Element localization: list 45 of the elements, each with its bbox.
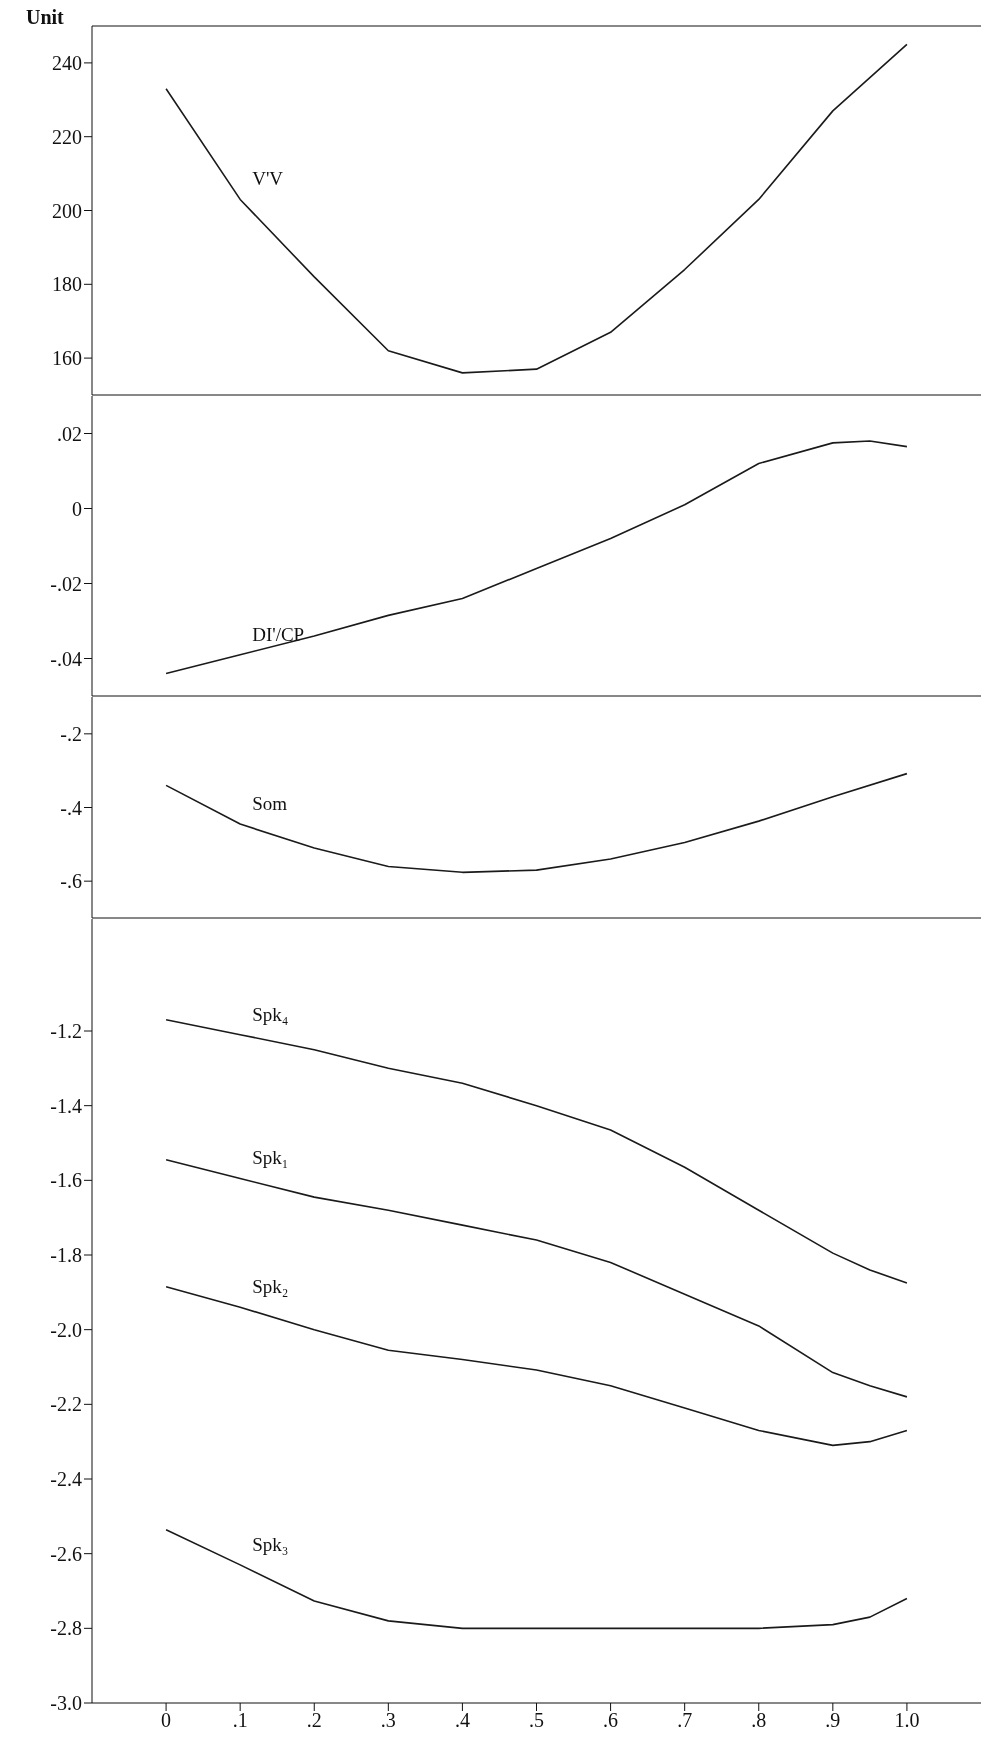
- x-tick-label: 1.0: [894, 1709, 920, 1732]
- x-tick-label: .2: [306, 1709, 322, 1732]
- y-tick-label: -1.4: [50, 1094, 82, 1117]
- y-tick-label: -.2: [60, 722, 82, 745]
- line-series: [165, 43, 908, 374]
- y-tick-label: -2.2: [50, 1393, 82, 1416]
- y-tick-label: -.02: [50, 572, 82, 595]
- series-label: Spk₂: [252, 1276, 289, 1298]
- y-tick-label: -1.8: [50, 1244, 82, 1267]
- series-label: Spk₃: [252, 1533, 289, 1555]
- y-tick-label: 220: [52, 125, 82, 148]
- x-tick-label: .4: [454, 1709, 470, 1732]
- line-series: [165, 772, 908, 874]
- line-series: [165, 1528, 908, 1630]
- x-tick-label: .8: [751, 1709, 767, 1732]
- series-label: Spk₄: [252, 1003, 289, 1025]
- y-tick-label: -.04: [50, 647, 82, 670]
- y-tick-label: -.4: [60, 796, 82, 819]
- y-tick-label: .02: [57, 422, 82, 445]
- line-series: [165, 440, 908, 675]
- y-tick-label: -2.8: [50, 1617, 82, 1640]
- series-label: Som: [252, 793, 288, 815]
- x-tick-label: .1: [232, 1709, 248, 1732]
- x-tick-label: .3: [380, 1709, 396, 1732]
- series-label: V'V: [252, 168, 284, 190]
- x-tick-label: .5: [529, 1709, 544, 1732]
- series-label: DI'/CP: [252, 623, 305, 645]
- y-tick-label: 180: [52, 273, 82, 296]
- y-tick-label: -1.2: [50, 1020, 82, 1043]
- y-tick-label: -2.0: [50, 1318, 82, 1341]
- x-tick-label: .7: [677, 1709, 693, 1732]
- y-tick-label: 240: [52, 52, 82, 74]
- y-tick-label: 160: [52, 347, 82, 370]
- y-tick-label: -.6: [60, 870, 82, 893]
- series-label: Spk₁: [252, 1147, 289, 1169]
- y-tick-label: 0: [72, 497, 82, 520]
- y-axis-title: Unit: [26, 6, 65, 29]
- x-tick-label: 0: [161, 1709, 172, 1732]
- y-tick-label: -1.6: [50, 1169, 82, 1192]
- y-tick-label: -2.6: [50, 1542, 82, 1565]
- y-tick-label: 200: [52, 199, 82, 222]
- x-tick-label: .9: [825, 1709, 841, 1732]
- y-tick-label: -3.0: [50, 1692, 82, 1715]
- y-tick-label: -2.4: [50, 1468, 82, 1491]
- x-tick-label: .6: [603, 1709, 619, 1732]
